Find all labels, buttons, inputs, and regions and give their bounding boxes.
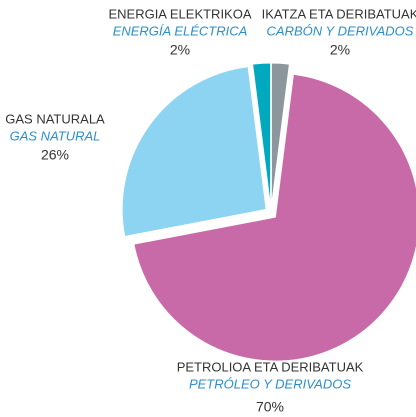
pie-slice <box>121 66 267 238</box>
slice-label: IKATZA ETA DERIBATUAK <box>262 6 416 21</box>
slice-value-label: 26% <box>41 147 69 163</box>
pie-slice <box>252 62 272 208</box>
slice-sublabel: CARBÓN Y DERIVADOS <box>267 23 414 38</box>
slice-sublabel: GAS NATURAL <box>10 128 101 143</box>
slice-label: GAS NATURALA <box>5 111 105 126</box>
slice-value-label: 2% <box>170 42 190 58</box>
slice-sublabel: PETRÓLEO Y DERIVADOS <box>189 376 351 391</box>
slice-label: PETROLIOA ETA DERIBATUAK <box>177 359 364 374</box>
slice-sublabel: ENERGÍA ELÉCTRICA <box>113 23 248 38</box>
slice-value-label: 2% <box>330 42 350 58</box>
pie-slice <box>270 62 290 208</box>
pie-slice <box>133 73 416 362</box>
slice-value-label: 70% <box>256 399 284 415</box>
slice-label: ENERGIA ELEKTRIKOA <box>108 6 251 21</box>
